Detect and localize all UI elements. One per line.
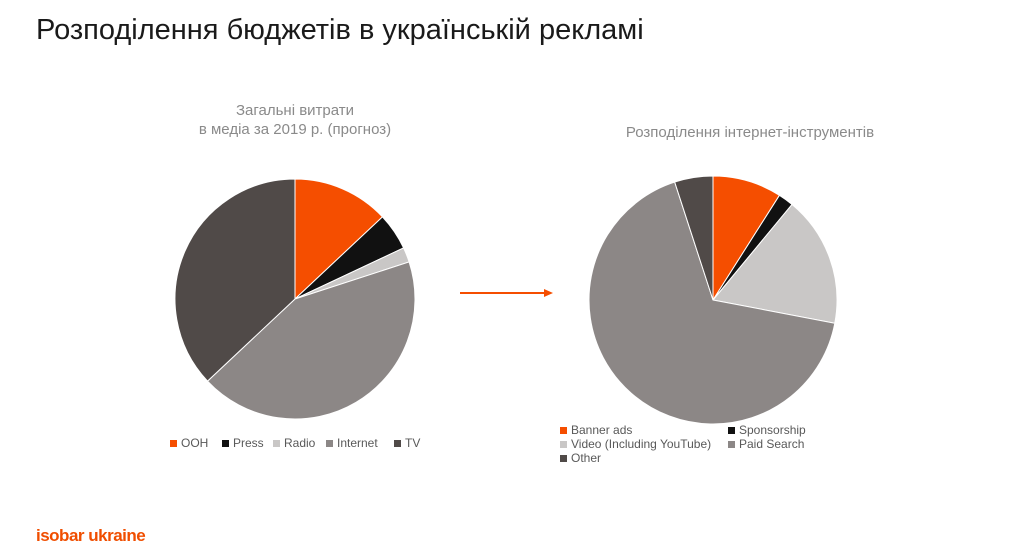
legend-label: Radio [284,436,316,450]
legend-swatch [326,439,333,447]
pie-slice-tv [174,178,296,382]
pie-slice-video-including-youtube [712,203,838,324]
pie-slice-ooh [294,178,384,301]
pie-slice-other [674,175,714,301]
legend-item-other: Other [560,451,601,465]
legend-label: Video (Including YouTube) [571,437,712,451]
pie-chart-internet-tools [588,175,838,425]
legend-item-internet: Internet [326,436,378,450]
legend-label: Press [233,436,264,450]
legend-swatch [560,440,567,448]
legend-label: Other [571,451,602,465]
chart-2-title: Розподілення інтернет-інструментів [625,124,875,141]
pie-slice-internet [206,261,416,420]
legend-item-press: Press [222,436,264,450]
legend-swatch [560,426,567,434]
legend-item-video-including-youtube: Video (Including YouTube) [560,437,711,451]
legend-swatch [273,439,280,447]
legend-item-ooh: OOH [170,436,208,450]
pie-chart-media-spend [174,178,416,420]
pie-slice-paid-search [588,181,836,425]
legend-label: Internet [337,436,378,450]
legend-item-tv: TV [394,436,420,450]
legend-swatch [560,454,567,462]
legend-label: Paid Search [739,437,805,451]
chart-1-legend: OOH Press Radio Internet TV [170,436,430,452]
legend-item-sponsorship: Sponsorship [728,423,806,437]
legend-swatch [728,426,735,434]
chart-1-title-line-2: в медіа за 2019 р. (прогноз) [198,121,392,138]
legend-swatch [394,439,401,447]
legend-label: Banner ads [571,423,633,437]
legend-label: Sponsorship [739,423,806,437]
chart-1-title-line-1: Загальні витрати [235,102,355,119]
chart-2-legend: Banner ads Sponsorship Video (Including Yo… [560,423,860,469]
legend-swatch [222,439,229,447]
page-title: Розподілення бюджетів в українській рекл… [36,14,644,46]
legend-item-radio: Radio [273,436,315,450]
brand-logo: isobar ukraine [36,526,146,545]
chart-1-title: Загальні витрати в медіа за 2019 р. (про… [180,101,410,139]
legend-label: TV [405,436,421,450]
legend-label: OOH [181,436,209,450]
right-arrow-icon [460,289,553,297]
legend-item-banner-ads: Banner ads [560,423,632,437]
legend-swatch [728,440,735,448]
legend-item-paid-search: Paid Search [728,437,804,451]
legend-swatch [170,439,177,447]
